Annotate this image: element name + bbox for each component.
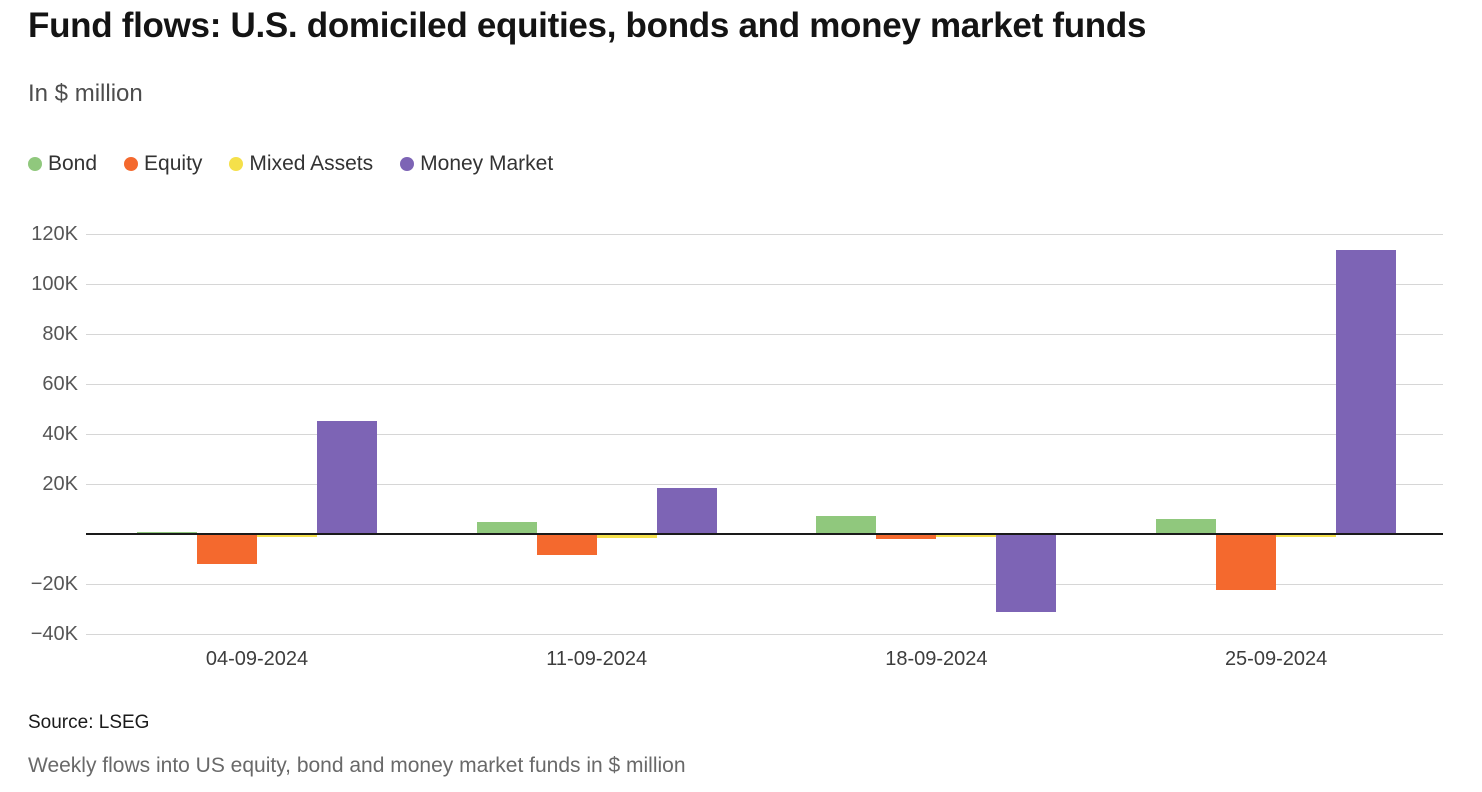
page-title: Fund flows: U.S. domiciled equities, bon… <box>28 6 1147 45</box>
x-tick-label: 25-09-2024 <box>1224 648 1328 670</box>
y-tick-label: −20K <box>30 573 78 595</box>
bar-money-market-18-09-2024 <box>996 535 1057 612</box>
legend-item-money-market: Money Market <box>400 152 553 176</box>
y-tick-label: −40K <box>30 623 78 645</box>
bar-mixed-assets-18-09-2024 <box>936 535 997 537</box>
bar-equity-11-09-2024 <box>536 535 597 555</box>
y-tick-label: 20K <box>42 473 78 495</box>
y-gridline <box>86 284 1443 285</box>
bar-money-market-25-09-2024 <box>1336 250 1397 533</box>
legend-dot-icon <box>28 157 42 171</box>
legend-item-bond: Bond <box>28 152 97 176</box>
legend-label: Money Market <box>420 152 554 175</box>
legend-label: Mixed Assets <box>249 152 374 175</box>
bar-bond-25-09-2024 <box>1156 519 1217 533</box>
source-note: Source: LSEG <box>28 712 150 733</box>
legend-label: Equity <box>144 152 203 175</box>
legend-item-equity: Equity <box>124 152 202 176</box>
chart-legend: Bond Equity Mixed Assets Money Market <box>28 152 553 176</box>
bar-mixed-assets-04-09-2024 <box>257 535 317 537</box>
x-tick-label: 11-09-2024 <box>546 648 648 670</box>
bar-money-market-11-09-2024 <box>656 488 717 533</box>
bar-equity-18-09-2024 <box>876 535 937 539</box>
y-tick-label: 80K <box>42 323 78 345</box>
legend-dot-icon <box>124 157 139 171</box>
bar-bond-11-09-2024 <box>476 522 537 533</box>
y-tick-label: 120K <box>31 223 78 245</box>
legend-label: Bond <box>48 152 98 175</box>
bar-bond-04-09-2024 <box>137 531 197 533</box>
legend-item-mixed-assets: Mixed Assets <box>229 152 373 176</box>
y-gridline <box>86 334 1443 335</box>
y-gridline <box>86 384 1443 385</box>
legend-dot-icon <box>229 157 244 171</box>
bar-equity-04-09-2024 <box>197 535 257 564</box>
legend-dot-icon <box>400 157 415 171</box>
y-tick-label: 100K <box>31 273 78 295</box>
chart-caption: Weekly flows into US equity, bond and mo… <box>28 754 686 777</box>
y-tick-label: 60K <box>42 373 78 395</box>
zero-baseline <box>86 533 1443 535</box>
y-gridline <box>86 634 1443 635</box>
chart-subtitle: In $ million <box>28 80 143 107</box>
y-gridline <box>86 584 1443 585</box>
bar-mixed-assets-25-09-2024 <box>1276 535 1337 537</box>
y-gridline <box>86 234 1443 235</box>
bar-equity-25-09-2024 <box>1216 535 1277 590</box>
y-gridline <box>86 484 1443 485</box>
x-tick-label: 18-09-2024 <box>885 648 988 670</box>
bar-bond-18-09-2024 <box>816 516 877 533</box>
bar-mixed-assets-11-09-2024 <box>596 535 657 538</box>
y-gridline <box>86 434 1443 435</box>
y-tick-label: 40K <box>42 423 78 445</box>
x-tick-label: 04-09-2024 <box>205 648 309 670</box>
bar-money-market-04-09-2024 <box>317 421 377 533</box>
